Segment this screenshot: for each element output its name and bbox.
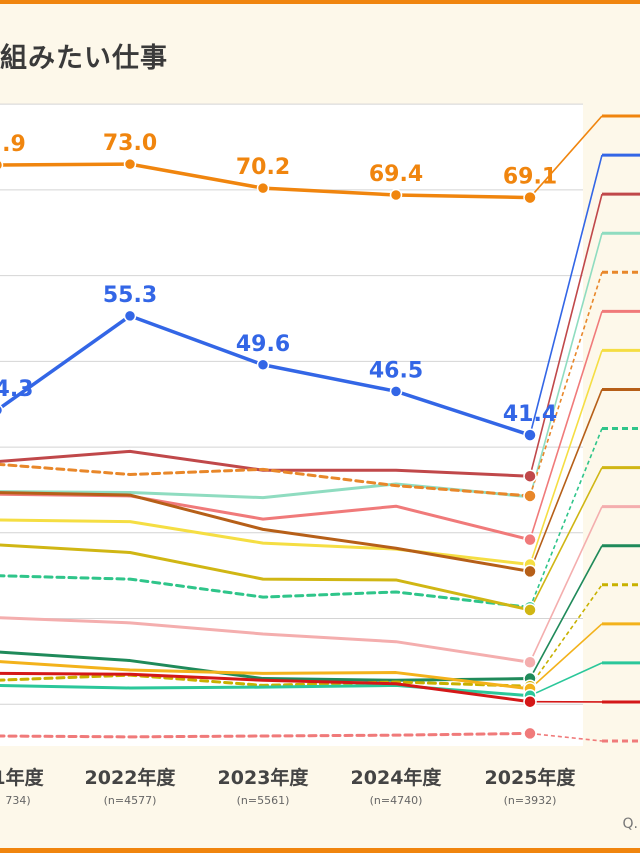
x-sample-size: 734): [5, 794, 30, 807]
data-label: 55.3: [103, 283, 157, 308]
data-label: 4.3: [0, 377, 33, 402]
data-point: [524, 534, 536, 546]
data-label: 73.0: [103, 131, 157, 156]
data-point: [524, 470, 536, 482]
x-sample-size: (n=3932): [504, 794, 557, 807]
x-sample-size: (n=4577): [104, 794, 157, 807]
line-chart: .9 73.0 70.2 69.4 69.1 4.3 55.3 49.6 46.5 41.4 1年…: [0, 4, 640, 857]
x-tick-label: 2024年度: [351, 766, 443, 789]
data-label: 69.4: [369, 162, 423, 187]
data-point: [258, 183, 269, 194]
x-tick-label: 1年度: [0, 766, 45, 789]
data-point: [524, 727, 536, 739]
data-point: [524, 696, 536, 708]
data-point: [258, 359, 269, 370]
data-point: [524, 604, 536, 616]
data-point: [524, 656, 536, 668]
data-point: [125, 159, 136, 170]
x-tick-label: 2023年度: [218, 766, 310, 789]
data-point: [524, 490, 536, 502]
x-sample-size: (n=4740): [370, 794, 423, 807]
data-label: .9: [2, 132, 26, 157]
data-label: 70.2: [236, 155, 290, 180]
x-axis: 1年度 734) 2022年度 (n=4577) 2023年度 (n=5561) 2024年…: [0, 766, 576, 807]
data-point: [524, 429, 536, 441]
question-note: Q.: [623, 816, 638, 832]
data-label: 49.6: [236, 332, 290, 357]
data-point: [524, 192, 536, 204]
data-point: [125, 310, 136, 321]
data-point: [391, 386, 402, 397]
x-sample-size: (n=5561): [237, 794, 290, 807]
x-tick-label: 2022年度: [85, 766, 177, 789]
data-point: [524, 565, 536, 577]
data-point: [391, 190, 402, 201]
data-label: 41.4: [503, 402, 557, 427]
data-label: 46.5: [369, 358, 423, 383]
data-label: 69.1: [503, 165, 557, 190]
x-tick-label: 2025年度: [485, 766, 577, 789]
